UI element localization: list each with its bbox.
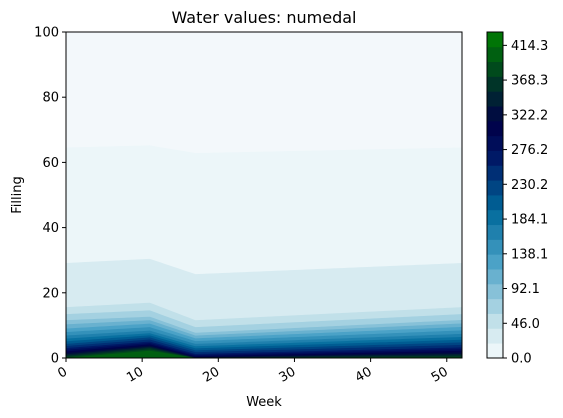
x-tick-label: 20 <box>200 364 222 385</box>
y-tick-label: 100 <box>34 26 59 41</box>
colorbar-tick-label: 46.0 <box>511 317 540 332</box>
y-axis-label: Filling <box>10 176 25 213</box>
x-axis: 0 10 20 30 40 50 <box>55 358 451 386</box>
chart-title: Water values: numedal <box>171 8 356 27</box>
colorbar-segment <box>487 254 503 270</box>
colorbar-segment <box>487 180 503 196</box>
colorbar-segment <box>487 313 503 329</box>
contour-band-21 <box>66 350 462 358</box>
colorbar-segment <box>487 61 503 77</box>
colorbar-segment <box>487 91 503 107</box>
colorbar-tick-label: 0.0 <box>511 352 532 367</box>
plot-frame <box>65 31 463 359</box>
colorbar-segment <box>487 283 503 300</box>
colorbar-segment <box>487 224 503 240</box>
colorbar-segment <box>487 209 503 226</box>
contour-plot-area <box>66 32 462 358</box>
colorbar-segment <box>487 150 503 166</box>
colorbar-tick-label: 322.2 <box>511 108 548 123</box>
x-tick-label: 0 <box>55 364 70 381</box>
y-tick-label: 60 <box>42 156 59 171</box>
colorbar-tick-label: 276.2 <box>511 143 548 158</box>
colorbar-tick-label: 414.3 <box>511 39 548 54</box>
x-tick-label: 50 <box>429 364 451 385</box>
y-tick-label: 20 <box>42 286 59 301</box>
colorbar-tick-label: 184.1 <box>511 213 548 228</box>
colorbar-segment <box>487 76 503 92</box>
x-tick-label: 40 <box>353 364 375 385</box>
colorbar-segment <box>487 32 503 48</box>
colorbar-segment <box>487 120 503 137</box>
y-tick-label: 80 <box>42 91 59 106</box>
colorbar-tick-label: 138.1 <box>511 247 548 262</box>
x-tick-label: 10 <box>124 364 146 385</box>
colorbar-segment <box>487 298 503 314</box>
x-tick-label: 30 <box>277 364 299 385</box>
colorbar-tick-label: 230.2 <box>511 178 548 193</box>
colorbar-segment <box>487 195 503 211</box>
colorbar-tick-label: 92.1 <box>511 282 540 297</box>
colorbar-segment <box>487 343 503 359</box>
y-axis: 0 20 40 60 80 100 <box>34 26 66 367</box>
colorbar: 0.0 46.0 92.1 138.1 184.1 230.2 276.2 322.2 368.… <box>486 31 548 367</box>
colorbar-frame <box>486 31 504 359</box>
y-tick-label: 0 <box>51 352 59 367</box>
colorbar-segment <box>487 328 503 344</box>
colorbar-segment <box>487 165 503 181</box>
colorbar-segment <box>487 106 503 122</box>
colorbar-segment <box>487 135 503 151</box>
colorbar-segment <box>487 239 503 255</box>
colorbar-segment <box>487 269 503 285</box>
colorbar-tick-label: 368.3 <box>511 74 548 89</box>
y-tick-label: 40 <box>42 221 59 236</box>
x-axis-label: Week <box>246 395 282 410</box>
colorbar-segment <box>487 46 503 63</box>
